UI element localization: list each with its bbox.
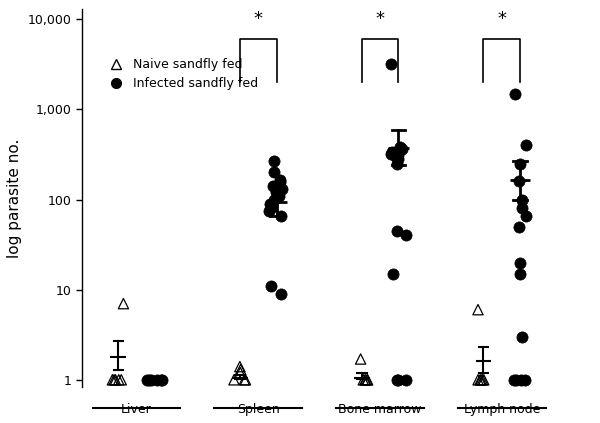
Point <box>362 376 372 383</box>
Point <box>229 376 239 383</box>
Point <box>397 146 407 153</box>
Point <box>363 376 373 383</box>
Point <box>239 376 249 383</box>
Point <box>395 144 405 151</box>
Point <box>517 376 526 383</box>
Point <box>517 205 526 212</box>
Point <box>236 366 245 373</box>
Point <box>146 376 156 383</box>
Point <box>157 376 167 383</box>
Point <box>515 259 525 266</box>
Point <box>473 306 483 313</box>
Point <box>393 152 403 159</box>
Point <box>515 223 524 230</box>
Point <box>392 376 401 383</box>
Point <box>392 160 402 167</box>
Point <box>119 300 128 307</box>
Point <box>388 270 398 277</box>
Point <box>517 196 526 203</box>
Point <box>109 376 119 383</box>
Point <box>521 213 531 220</box>
Point <box>275 176 284 183</box>
Point <box>269 196 278 203</box>
Text: *: * <box>254 9 263 27</box>
Point <box>386 151 396 157</box>
Point <box>144 376 154 383</box>
Point <box>235 363 245 370</box>
Point <box>387 148 397 155</box>
Point <box>391 153 401 160</box>
Point <box>386 60 395 67</box>
Point <box>268 183 278 190</box>
Point <box>517 333 527 340</box>
Point <box>275 179 285 186</box>
Point <box>264 207 274 214</box>
Point <box>107 376 117 383</box>
Point <box>520 376 530 383</box>
Point <box>274 192 284 199</box>
Point <box>401 232 410 239</box>
Point <box>512 376 521 383</box>
Point <box>473 376 483 383</box>
Point <box>269 157 279 164</box>
Point <box>476 376 486 383</box>
Point <box>266 200 275 207</box>
Point <box>157 376 166 383</box>
Point <box>277 186 286 192</box>
Legend: Naive sandfly fed, Infected sandfly fed: Naive sandfly fed, Infected sandfly fed <box>98 53 263 95</box>
Point <box>116 376 126 383</box>
Point <box>393 156 403 162</box>
Point <box>266 205 275 212</box>
Point <box>241 376 250 383</box>
Point <box>509 376 519 383</box>
Point <box>276 213 286 220</box>
Point <box>393 376 403 383</box>
Text: *: * <box>497 9 506 27</box>
Point <box>269 169 278 176</box>
Point <box>511 90 520 97</box>
Y-axis label: log parasite no.: log parasite no. <box>7 138 22 258</box>
Point <box>152 376 161 383</box>
Point <box>478 376 487 383</box>
Point <box>515 160 524 167</box>
Point <box>356 356 365 363</box>
Text: *: * <box>376 9 385 27</box>
Point <box>392 228 402 234</box>
Point <box>401 376 411 383</box>
Point <box>110 376 120 383</box>
Point <box>515 270 525 277</box>
Point <box>358 376 368 383</box>
Point <box>271 189 281 196</box>
Point <box>143 376 152 383</box>
Point <box>361 376 371 383</box>
Point <box>514 178 524 184</box>
Point <box>521 142 531 148</box>
Point <box>114 376 124 383</box>
Point <box>360 376 370 383</box>
Point <box>266 283 276 289</box>
Point <box>235 369 245 376</box>
Point <box>276 291 286 297</box>
Point <box>479 376 488 383</box>
Point <box>475 376 485 383</box>
